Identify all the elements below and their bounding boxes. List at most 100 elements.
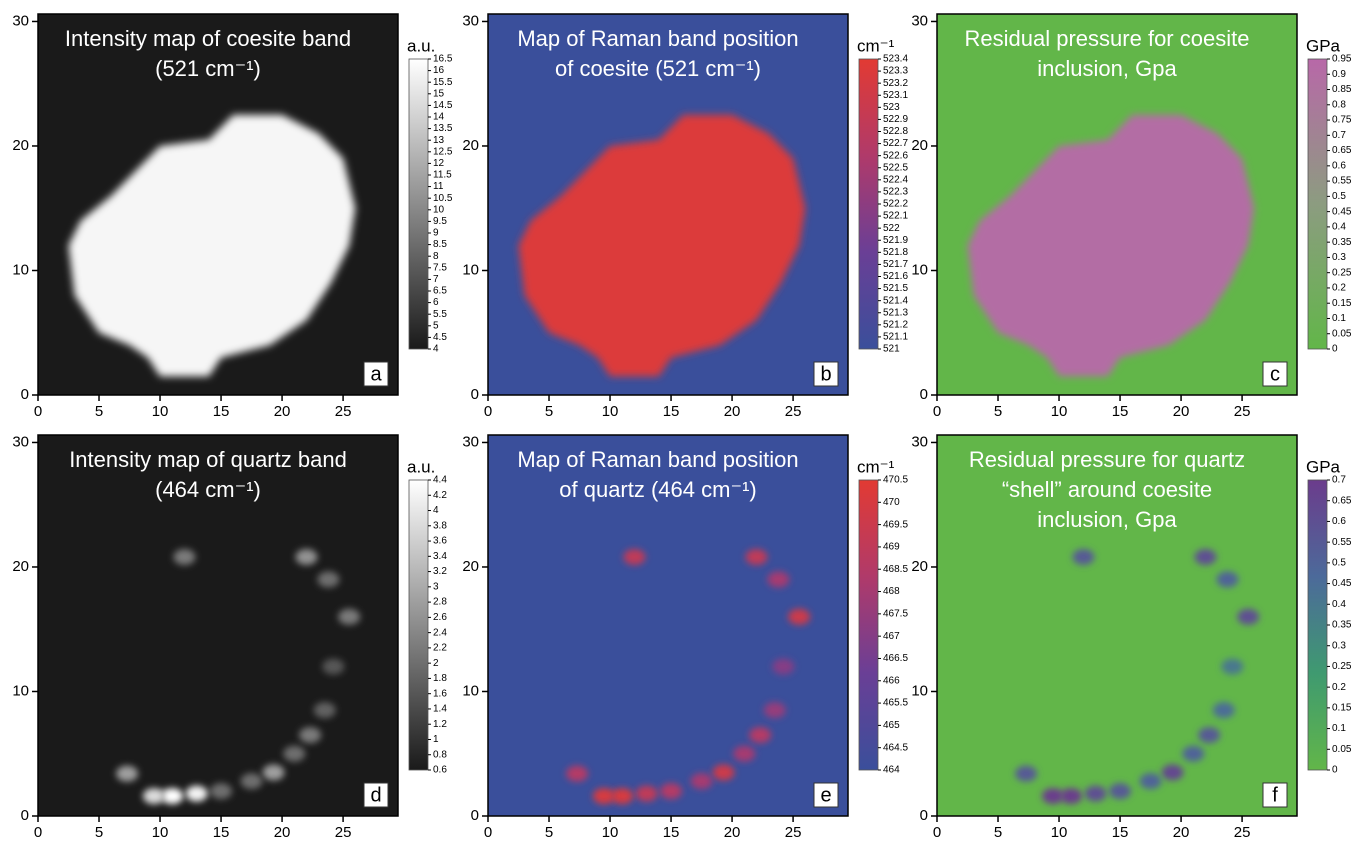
panel-title: (464 cm⁻¹): [155, 477, 261, 502]
x-tick-label: 20: [724, 403, 741, 420]
spot: [623, 549, 645, 565]
x-tick-label: 0: [933, 824, 941, 841]
y-tick-label: 30: [462, 433, 479, 450]
x-tick-label: 0: [484, 824, 492, 841]
colorbar-tick-label: 0.25: [1332, 661, 1352, 672]
colorbar-tick-label: 468.5: [883, 564, 908, 575]
spot: [317, 571, 339, 587]
colorbar-tick-label: 469: [883, 542, 900, 553]
spot: [1213, 702, 1235, 718]
colorbar-tick-label: 521: [883, 344, 900, 355]
colorbar-tick-label: 3.2: [433, 566, 447, 577]
colorbar-tick-label: 467: [883, 631, 900, 642]
y-tick-label: 10: [462, 261, 479, 278]
x-tick-label: 5: [95, 403, 103, 420]
spot: [1237, 609, 1259, 625]
x-tick-label: 10: [1051, 403, 1068, 420]
panel-title: inclusion, Gpa: [1037, 507, 1177, 532]
colorbar-tick-label: 3: [433, 581, 439, 592]
spot: [1221, 659, 1243, 675]
colorbar-tick-label: 521.8: [883, 247, 908, 258]
colorbar-tick-label: 0.7: [1332, 475, 1346, 486]
y-tick-label: 10: [462, 682, 479, 699]
colorbar-tick-label: 521.1: [883, 332, 908, 343]
colorbar-tick-label: 13: [433, 135, 445, 146]
colorbar-tick-label: 0.8: [1332, 99, 1346, 110]
colorbar-tick-label: 1.8: [433, 673, 447, 684]
colorbar-tick-label: 2.6: [433, 612, 447, 623]
spot: [1072, 549, 1094, 565]
colorbar-tick-label: 521.5: [883, 283, 908, 294]
colorbar-label: cm⁻¹: [857, 36, 895, 55]
colorbar-tick-label: 466.5: [883, 653, 908, 664]
y-tick-label: 0: [471, 807, 479, 824]
colorbar-tick-label: 522.4: [883, 174, 908, 185]
colorbar-tick-label: 521.7: [883, 259, 908, 270]
x-tick-label: 25: [785, 824, 802, 841]
spot: [1182, 746, 1204, 762]
panel-title: Intensity map of coesite band: [65, 26, 351, 51]
figure: 05101520250102030Intensity map of coesit…: [0, 0, 1358, 842]
colorbar-tick-label: 7.5: [433, 262, 447, 273]
x-tick-label: 10: [1051, 824, 1068, 841]
colorbar-tick-label: 2.8: [433, 597, 447, 608]
spot: [1140, 773, 1162, 789]
spot: [186, 786, 208, 802]
colorbar-tick-label: 0.15: [1332, 298, 1352, 309]
colorbar-tick-label: 10: [433, 204, 445, 215]
spot: [241, 773, 263, 789]
colorbar-tick-label: 0.75: [1332, 115, 1352, 126]
spot: [322, 659, 344, 675]
colorbar-tick-label: 522: [883, 223, 900, 234]
x-tick-label: 5: [994, 403, 1002, 420]
colorbar-tick-label: 523.4: [883, 54, 908, 65]
y-tick-label: 30: [12, 12, 29, 29]
x-tick-label: 0: [34, 403, 42, 420]
x-tick-label: 10: [602, 824, 619, 841]
colorbar-tick-label: 12: [433, 158, 445, 169]
x-tick-label: 20: [274, 403, 291, 420]
colorbar-tick-label: 0.3: [1332, 252, 1346, 263]
colorbar: [859, 480, 878, 770]
colorbar-tick-label: 2: [433, 658, 439, 669]
colorbar-tick-label: 470.5: [883, 475, 908, 486]
colorbar-tick-label: 0.6: [1332, 160, 1346, 171]
colorbar-tick-label: 0.6: [433, 765, 447, 776]
colorbar-tick-label: 522.9: [883, 114, 908, 125]
colorbar-tick-label: 3.8: [433, 520, 447, 531]
colorbar-tick-label: 9: [433, 228, 439, 239]
colorbar-tick-label: 0.4: [1332, 222, 1346, 233]
spot: [295, 549, 317, 565]
colorbar-tick-label: 523.3: [883, 66, 908, 77]
colorbar-tick-label: 521.2: [883, 319, 908, 330]
colorbar-tick-label: 523: [883, 102, 900, 113]
colorbar-tick-label: 14.5: [433, 100, 453, 111]
colorbar-tick-label: 522.8: [883, 126, 908, 137]
colorbar-tick-label: 522.7: [883, 138, 908, 149]
y-tick-label: 30: [911, 12, 928, 29]
colorbar-tick-label: 4.4: [433, 475, 447, 486]
colorbar-tick-label: 522.6: [883, 150, 908, 161]
y-tick-label: 10: [12, 682, 29, 699]
colorbar-tick-label: 15: [433, 88, 445, 99]
spot: [713, 764, 735, 780]
panel-title: “shell” around coesite: [1002, 477, 1212, 502]
spot: [299, 727, 321, 743]
colorbar-tick-label: 0.35: [1332, 237, 1352, 248]
x-tick-label: 0: [484, 403, 492, 420]
colorbar-tick-label: 4: [433, 505, 439, 516]
spot: [1085, 786, 1107, 802]
y-tick-label: 0: [920, 807, 928, 824]
x-tick-label: 15: [663, 403, 680, 420]
y-tick-label: 20: [12, 137, 29, 154]
y-tick-label: 0: [21, 386, 29, 403]
x-tick-label: 5: [994, 824, 1002, 841]
colorbar-tick-label: 0.45: [1332, 578, 1352, 589]
colorbar-tick-label: 12.5: [433, 146, 453, 157]
panel-letter: e: [820, 784, 831, 806]
colorbar-tick-label: 0.65: [1332, 145, 1352, 156]
colorbar-tick-label: 3.4: [433, 551, 447, 562]
x-tick-label: 20: [724, 824, 741, 841]
x-tick-label: 25: [335, 824, 352, 841]
x-tick-label: 20: [1173, 824, 1190, 841]
